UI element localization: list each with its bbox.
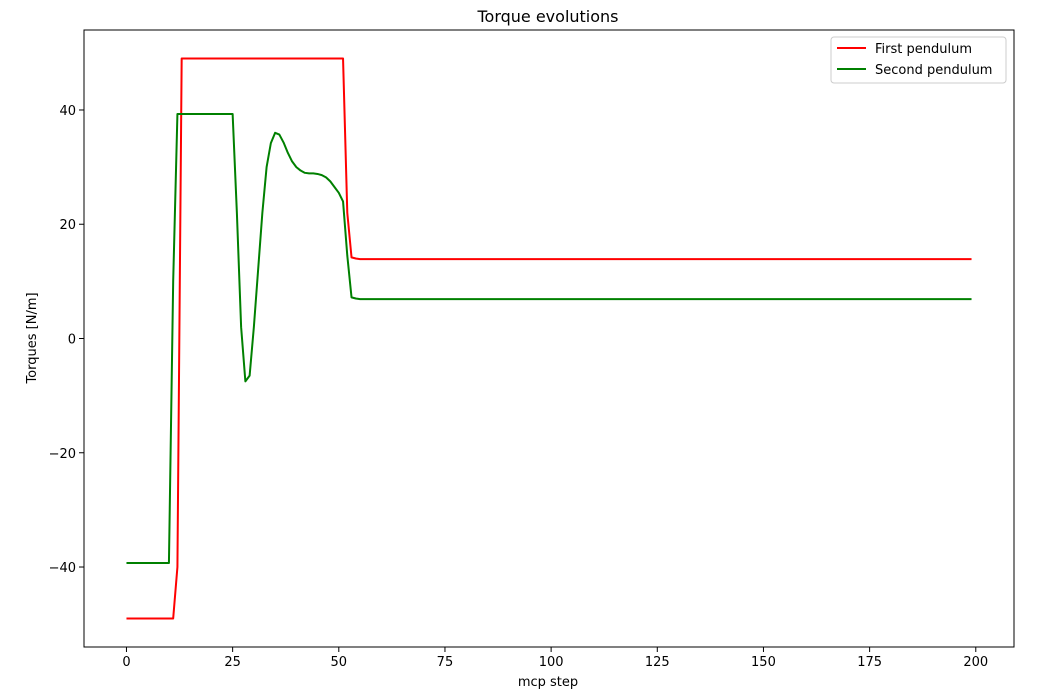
legend: First pendulum Second pendulum: [830, 36, 1007, 84]
series-line-1: [126, 57, 972, 620]
y-axis-label: Torques [N/m]: [25, 292, 40, 384]
x-axis-ticks: 0 25 50 75 100 125 150 175 200: [122, 647, 988, 670]
y-tick-label: −20: [49, 447, 76, 462]
legend-box: [830, 36, 1007, 84]
y-tick-label: 40: [59, 104, 76, 119]
x-tick-label: 75: [437, 655, 454, 670]
series-line-2: [126, 112, 972, 565]
legend-label-first-pendulum: First pendulum: [875, 42, 972, 57]
x-tick-label: 200: [963, 655, 988, 670]
series-lines: [126, 57, 972, 620]
x-tick-label: 175: [857, 655, 882, 670]
x-tick-label: 150: [751, 655, 776, 670]
y-tick-label: 0: [68, 333, 76, 348]
y-tick-label: 20: [59, 218, 76, 233]
plot-area: [83, 29, 1015, 648]
legend-label-second-pendulum: Second pendulum: [875, 63, 992, 78]
x-axis-label: mcp step: [518, 675, 578, 690]
y-tick-label: −40: [49, 561, 76, 576]
x-tick-label: 25: [224, 655, 241, 670]
x-tick-label: 125: [645, 655, 670, 670]
x-tick-label: 0: [122, 655, 130, 670]
chart-title: Torque evolutions: [476, 7, 618, 26]
x-tick-label: 100: [539, 655, 564, 670]
y-axis-ticks: −40 −20 0 20 40: [49, 104, 84, 576]
x-tick-label: 50: [331, 655, 348, 670]
